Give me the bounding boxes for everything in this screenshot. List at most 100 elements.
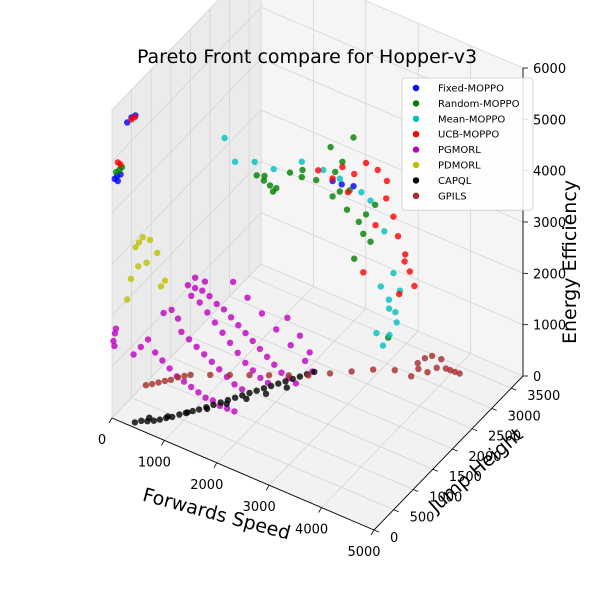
y-tick-label: 2000 [468, 450, 501, 465]
data-point [379, 342, 387, 349]
legend-marker [412, 100, 420, 107]
legend-marker [412, 115, 420, 123]
data-point [229, 278, 237, 286]
data-point [258, 310, 266, 317]
data-point [160, 309, 167, 317]
data-point [150, 417, 157, 424]
data-point [265, 372, 273, 379]
data-point [144, 336, 152, 343]
z-axis-label: Energy Efficiency [559, 180, 581, 344]
legend-label: PGMORL [438, 145, 481, 156]
data-point [301, 357, 309, 365]
legend-marker [412, 192, 420, 199]
data-point [188, 383, 195, 391]
data-point [273, 185, 280, 192]
y-tick [452, 448, 458, 452]
data-point [286, 169, 294, 176]
data-point [390, 213, 397, 220]
data-point [253, 387, 260, 394]
data-point [203, 405, 211, 413]
data-point [244, 294, 251, 301]
data-point [284, 314, 291, 321]
data-point [311, 368, 318, 376]
data-point [344, 189, 352, 196]
data-point [377, 283, 384, 290]
data-point [216, 366, 223, 373]
legend-marker [412, 146, 420, 153]
data-point [396, 290, 403, 298]
data-point [411, 282, 418, 290]
data-point [360, 230, 367, 237]
data-point [161, 277, 169, 284]
data-point [283, 384, 290, 391]
data-point [275, 380, 282, 387]
y-tick [491, 408, 497, 411]
data-point [271, 361, 278, 368]
data-point [213, 300, 220, 308]
data-point [406, 268, 413, 275]
data-point [350, 134, 357, 141]
data-point [201, 278, 209, 285]
data-point [362, 159, 370, 167]
data-point [249, 367, 257, 374]
legend-box [401, 77, 534, 211]
data-point [139, 234, 146, 241]
data-point [251, 158, 258, 166]
data-point [421, 355, 429, 362]
data-point [188, 292, 195, 299]
data-point [195, 389, 202, 396]
data-point [348, 368, 355, 375]
data-point [157, 283, 165, 290]
x-tick-label: 0 [98, 433, 106, 448]
data-point [298, 158, 305, 165]
y-tick-label: 3500 [527, 389, 560, 404]
data-point [185, 336, 193, 343]
data-point [373, 329, 380, 337]
data-point [231, 394, 239, 401]
data-point [343, 206, 351, 213]
z-grid-line [111, 0, 524, 111]
x-tick-label: 2000 [190, 478, 223, 493]
legend-marker [412, 131, 420, 138]
data-point [156, 416, 163, 423]
data-point [305, 372, 312, 379]
data-point [327, 143, 334, 151]
data-point [204, 309, 211, 316]
data-point [193, 343, 200, 350]
data-point [201, 351, 208, 358]
data-point [112, 325, 120, 332]
data-point [242, 359, 249, 367]
z-tick-label: 4000 [533, 165, 566, 180]
x-tick [318, 507, 322, 513]
data-point [329, 193, 336, 200]
y-tick [511, 387, 517, 391]
data-point [226, 339, 234, 346]
data-point [174, 315, 182, 322]
data-point [326, 370, 334, 377]
data-point [196, 299, 203, 306]
data-point [424, 369, 431, 376]
data-point [168, 306, 175, 314]
data-point [402, 251, 409, 258]
data-point [181, 372, 188, 380]
legend-marker [412, 177, 420, 184]
data-point [339, 163, 346, 171]
x-tick [265, 484, 270, 491]
data-point [336, 175, 343, 182]
data-point [401, 258, 408, 265]
data-point [414, 359, 421, 367]
data-point [256, 345, 264, 353]
series-gpils [142, 352, 463, 389]
data-point [142, 382, 150, 389]
data-point [299, 166, 306, 174]
series-ucb-moppo [114, 113, 418, 298]
data-point [132, 244, 139, 251]
data-point [386, 331, 393, 339]
z-tick-label: 0 [533, 370, 541, 385]
data-point [362, 211, 370, 218]
data-point [217, 399, 224, 406]
z-grid-line [111, 263, 524, 419]
x-axis-line [111, 417, 375, 531]
data-point [231, 408, 238, 415]
data-point [235, 322, 242, 329]
